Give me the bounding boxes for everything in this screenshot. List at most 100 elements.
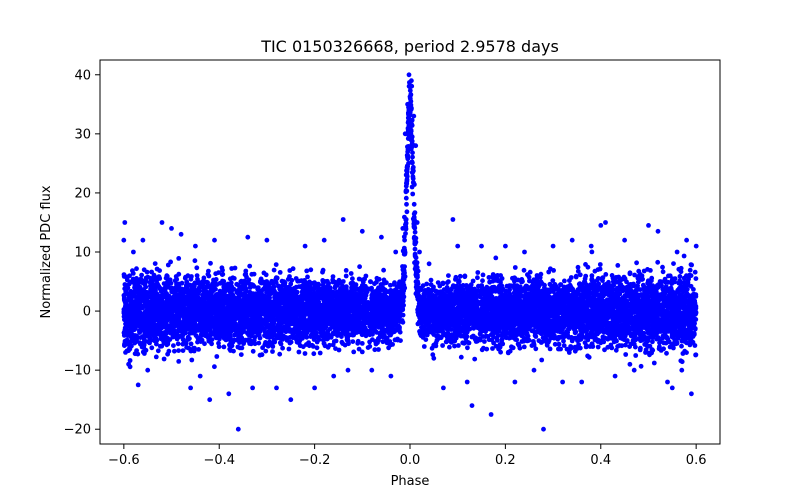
data-point (480, 272, 486, 278)
data-point (430, 352, 436, 358)
data-point (357, 264, 362, 270)
data-point (561, 338, 566, 344)
data-point (379, 324, 385, 330)
data-point (660, 264, 665, 270)
data-point (623, 342, 628, 348)
data-point (234, 281, 240, 287)
data-point (446, 279, 451, 285)
data-point (376, 347, 381, 352)
data-point (165, 262, 171, 268)
data-point (388, 282, 393, 288)
data-point (613, 347, 619, 353)
data-point (214, 354, 220, 359)
data-point (314, 345, 320, 351)
data-point (183, 341, 189, 347)
data-point (462, 273, 468, 279)
data-point (172, 348, 177, 354)
data-point (271, 267, 277, 273)
data-point (533, 346, 539, 352)
data-point (202, 341, 207, 347)
data-point (256, 340, 262, 346)
data-point (679, 343, 684, 349)
data-point (627, 361, 633, 367)
data-point (568, 346, 573, 352)
data-point (440, 343, 445, 348)
data-point (176, 348, 182, 353)
data-point (650, 339, 655, 345)
data-point (475, 270, 481, 275)
data-point (589, 273, 595, 279)
data-point (515, 341, 521, 347)
data-point (249, 271, 255, 277)
data-point (595, 344, 601, 350)
data-point (517, 345, 523, 351)
data-point (273, 262, 279, 267)
data-point (428, 282, 434, 287)
data-point (402, 237, 407, 243)
data-point (176, 256, 182, 261)
data-point (184, 345, 190, 350)
data-point (189, 357, 195, 363)
data-point (639, 273, 645, 279)
data-point (212, 364, 217, 370)
data-point (350, 276, 355, 282)
data-point (693, 352, 698, 358)
data-point (161, 356, 167, 362)
data-point (552, 341, 558, 347)
data-point (134, 266, 139, 272)
data-point (180, 348, 186, 353)
data-point (575, 268, 581, 274)
data-point (184, 279, 190, 285)
data-point (155, 348, 161, 354)
data-point (539, 357, 545, 363)
data-point (498, 349, 503, 355)
data-point (404, 201, 409, 207)
data-point (152, 261, 158, 266)
data-point (305, 274, 310, 280)
data-point (280, 345, 285, 351)
data-point (623, 352, 629, 357)
data-point (263, 348, 269, 354)
data-point (359, 341, 365, 346)
data-point (372, 281, 377, 287)
data-point (350, 339, 356, 344)
data-point (406, 72, 412, 78)
data-point (561, 343, 567, 348)
data-point (250, 348, 256, 354)
data-point (188, 341, 194, 347)
data-point (221, 344, 227, 350)
data-point (636, 268, 642, 274)
data-point (405, 153, 411, 159)
data-point (521, 267, 527, 273)
data-point (643, 350, 648, 355)
data-point (239, 345, 245, 351)
data-point (410, 191, 416, 197)
data-point (302, 351, 308, 356)
data-point (689, 262, 694, 268)
data-point (649, 278, 654, 284)
data-point (457, 273, 463, 279)
data-point (343, 273, 349, 279)
data-point (472, 356, 478, 362)
data-point (410, 154, 415, 160)
data-point (634, 260, 639, 266)
data-point (127, 358, 133, 363)
data-point (404, 209, 410, 215)
data-point (407, 88, 413, 93)
data-point (671, 261, 676, 266)
data-point (466, 340, 472, 346)
data-point (381, 267, 386, 273)
data-point (475, 275, 480, 281)
data-point (410, 174, 416, 180)
data-point (482, 339, 487, 344)
data-point (278, 341, 284, 347)
data-points (121, 72, 699, 432)
data-point (317, 350, 323, 356)
data-point (372, 347, 378, 353)
data-point (158, 289, 164, 294)
data-point (678, 269, 684, 275)
data-point (550, 278, 556, 283)
data-point (296, 349, 302, 355)
data-point (247, 263, 253, 269)
